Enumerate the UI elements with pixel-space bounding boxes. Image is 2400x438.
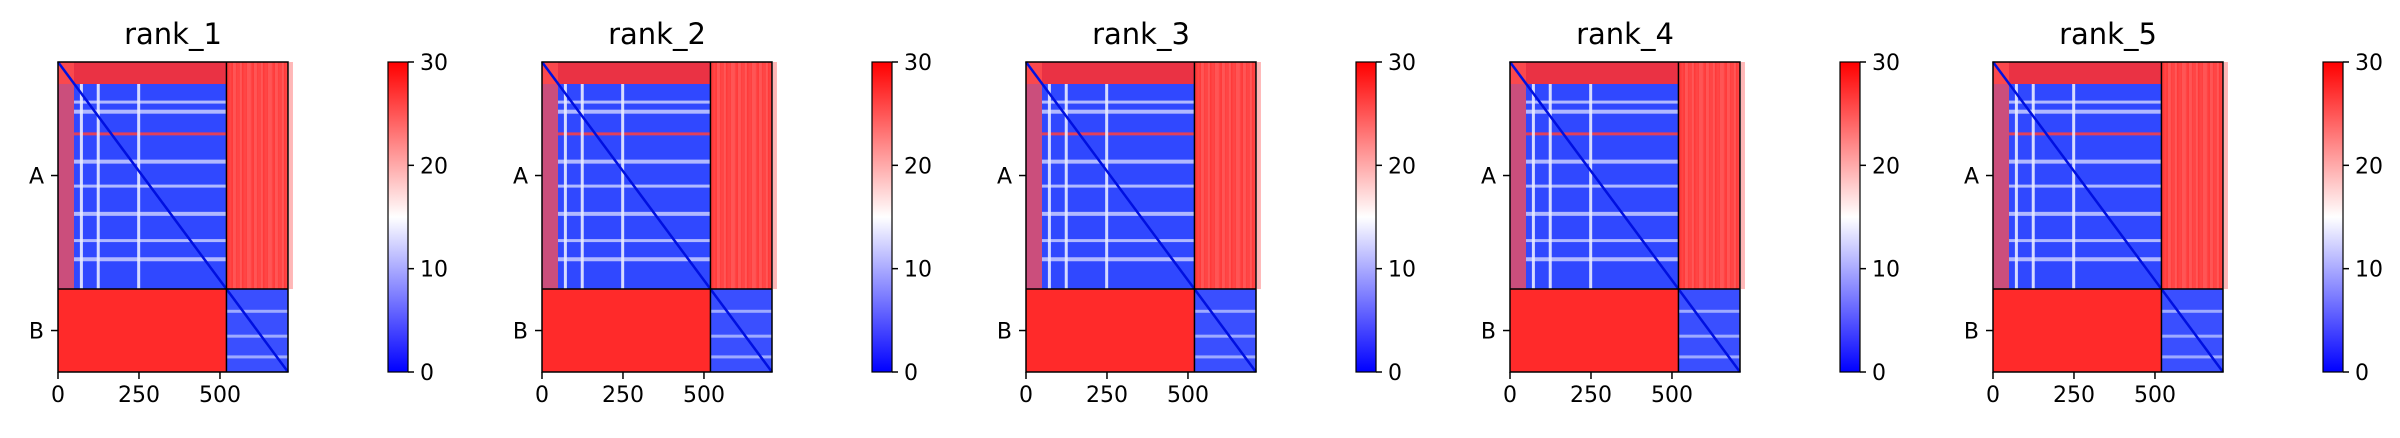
- colorbar-tick-label: 30: [2355, 51, 2383, 76]
- colorbar-tick-label: 30: [1872, 51, 1900, 76]
- heatmap: [56, 61, 293, 373]
- y-tick-label: A: [1964, 165, 1979, 190]
- colorbar-tick-label: 0: [420, 361, 434, 386]
- block-B-A: [1026, 289, 1195, 372]
- diagonal-B: [1193, 288, 1258, 373]
- panel-4: rank_4 0 250 500 A B 0 10 20 30: [1481, 17, 1900, 408]
- y-tick-label: A: [997, 165, 1012, 190]
- heatmap: [1024, 61, 1261, 373]
- colorbar-tick-label: 20: [420, 154, 448, 179]
- colorbar-tick-label: 20: [904, 154, 932, 179]
- diagonal-B: [1677, 288, 1742, 373]
- colorbar: 0 10 20 30: [2322, 51, 2383, 386]
- heatmap: [1991, 61, 2228, 373]
- x-tick-label: 250: [118, 383, 160, 408]
- x-tick-label: 250: [1570, 383, 1612, 408]
- panel-1: rank_1 0 250 500 A B 0 10 20 30: [29, 17, 448, 408]
- colorbar-tick-label: 10: [1388, 258, 1416, 283]
- x-tick-label: 500: [1651, 383, 1693, 408]
- diagonal-A: [56, 61, 228, 290]
- colorbar-gradient: [387, 61, 409, 373]
- colorbar-tick-label: 10: [420, 258, 448, 283]
- colorbar: 0 10 20 30: [1839, 51, 1900, 386]
- heatmap: [540, 61, 777, 373]
- colorbar-tick-label: 10: [904, 258, 932, 283]
- x-tick-label: 0: [1019, 383, 1033, 408]
- colorbar-gradient: [1355, 61, 1377, 373]
- y-tick-label: B: [1481, 320, 1496, 345]
- diagonal-B: [2160, 288, 2225, 373]
- diagonal-B: [225, 288, 290, 373]
- colorbar-tick-label: 20: [2355, 154, 2383, 179]
- colorbar-tick-label: 0: [904, 361, 918, 386]
- diagonal-A: [540, 61, 712, 290]
- x-tick-label: 500: [1167, 383, 1209, 408]
- diagonal-A: [1508, 61, 1680, 290]
- x-tick-label: 500: [683, 383, 725, 408]
- panel-title: rank_3: [1092, 17, 1190, 51]
- colorbar-tick-label: 30: [904, 51, 932, 76]
- block-B-A: [1993, 289, 2162, 372]
- panel-title: rank_5: [2059, 17, 2157, 51]
- x-tick-label: 250: [1086, 383, 1128, 408]
- panel-2: rank_2 0 250 500 A B 0 10 20 30: [513, 17, 932, 408]
- panel-5: rank_5 0 250 500 A B 0 10 20 30: [1964, 17, 2383, 408]
- heatmap: [1508, 61, 1745, 373]
- x-tick-label: 250: [602, 383, 644, 408]
- plot-frame: [1992, 61, 2224, 373]
- x-tick-label: 0: [1986, 383, 2000, 408]
- colorbar-tick-label: 10: [2355, 258, 2383, 283]
- colorbar-tick-label: 0: [2355, 361, 2369, 386]
- y-tick-label: B: [513, 320, 528, 345]
- colorbar-gradient: [871, 61, 893, 373]
- x-tick-label: 0: [1503, 383, 1517, 408]
- y-tick-label: B: [1964, 320, 1979, 345]
- colorbar-tick-label: 30: [420, 51, 448, 76]
- colorbar: 0 10 20 30: [1355, 51, 1416, 386]
- diagonal-A: [1024, 61, 1196, 290]
- plot-frame: [57, 61, 289, 373]
- diagonal-A: [1991, 61, 2163, 290]
- colorbar-gradient: [2322, 61, 2344, 373]
- panel-3: rank_3 0 250 500 A B 0 10 20 30: [997, 17, 1416, 408]
- colorbar-tick-label: 20: [1388, 154, 1416, 179]
- x-tick-label: 500: [199, 383, 241, 408]
- colorbar-tick-label: 0: [1872, 361, 1886, 386]
- y-tick-label: B: [997, 320, 1012, 345]
- y-tick-label: A: [1481, 165, 1496, 190]
- plot-frame: [1025, 61, 1257, 373]
- plot-frame: [1509, 61, 1741, 373]
- x-tick-label: 0: [51, 383, 65, 408]
- panel-title: rank_2: [608, 17, 706, 51]
- diagonal-B: [709, 288, 774, 373]
- panel-title: rank_4: [1576, 17, 1674, 51]
- y-tick-label: B: [29, 320, 44, 345]
- y-tick-label: A: [29, 165, 44, 190]
- colorbar-tick-label: 10: [1872, 258, 1900, 283]
- block-B-A: [58, 289, 227, 372]
- block-B-A: [1510, 289, 1679, 372]
- x-tick-label: 250: [2053, 383, 2095, 408]
- colorbar: 0 10 20 30: [387, 51, 448, 386]
- block-B-A: [542, 289, 711, 372]
- plot-frame: [541, 61, 773, 373]
- x-tick-label: 500: [2134, 383, 2176, 408]
- colorbar-tick-label: 20: [1872, 154, 1900, 179]
- colorbar-tick-label: 30: [1388, 51, 1416, 76]
- panel-title: rank_1: [124, 17, 222, 51]
- x-tick-label: 0: [535, 383, 549, 408]
- colorbar: 0 10 20 30: [871, 51, 932, 386]
- y-tick-label: A: [513, 165, 528, 190]
- colorbar-tick-label: 0: [1388, 361, 1402, 386]
- colorbar-gradient: [1839, 61, 1861, 373]
